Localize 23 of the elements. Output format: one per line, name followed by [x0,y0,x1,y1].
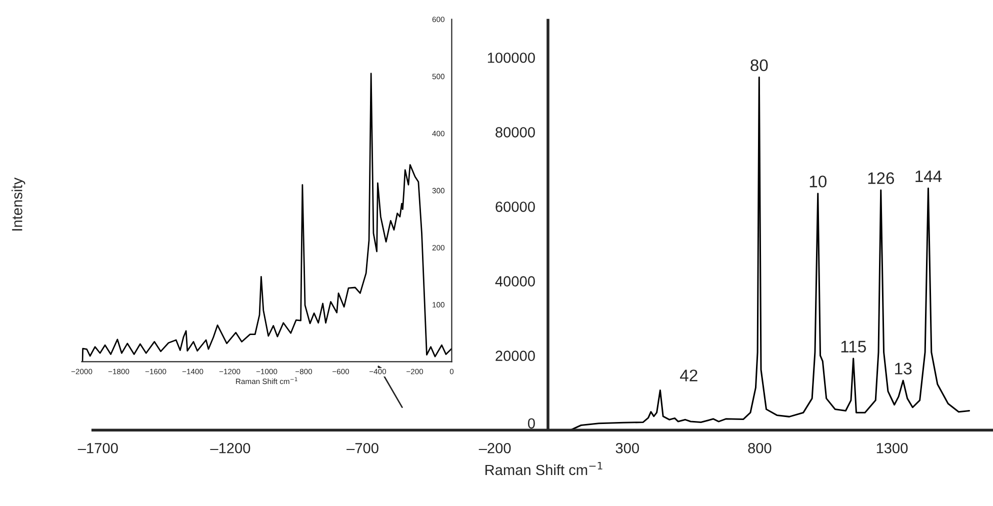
x-tick-label: 1300 [876,442,908,454]
x-tick-label: –1700 [78,442,118,454]
annotation: 126 [868,172,894,184]
x-tick-label: –200 [478,442,511,454]
y-tick-label: 20000 [496,350,535,362]
annotation: 10 [810,176,827,188]
annotation: 80 [750,59,768,72]
annotation: 115 [841,340,866,352]
x-tick-label: 300 [616,442,639,454]
x-tick-label: 800 [748,442,772,454]
y-axis-title: Intensity [12,178,26,230]
annotation: 42 [680,370,698,382]
annotation: 144 [916,170,942,182]
y-tick-label: 60000 [496,202,535,212]
y-tick-label: 100000 [488,52,535,63]
annotation: 13 [895,362,912,374]
x-axis-title: Raman Shift cm$^{−1}$ [485,462,602,476]
x-tick-label: –700 [346,442,378,454]
y-tick-label: 40000 [495,276,535,286]
y-tick-label: 80000 [496,127,535,138]
line-series [570,76,970,430]
y-tick-label: 0 [528,418,535,429]
x-tick-label: –1200 [210,442,250,454]
